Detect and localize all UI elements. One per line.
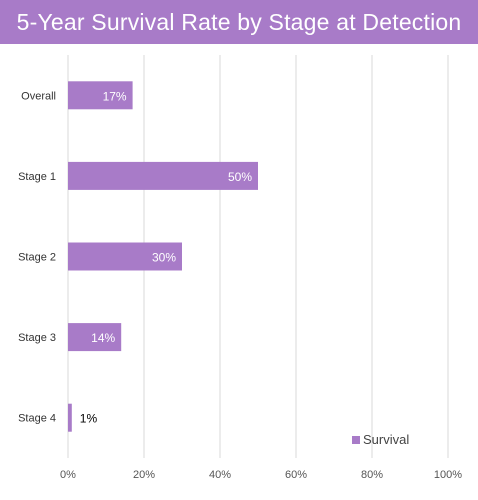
x-tick-label: 0% bbox=[60, 469, 76, 481]
category-label: Overall bbox=[21, 90, 56, 102]
data-label: 50% bbox=[228, 170, 252, 184]
x-tick-label: 40% bbox=[209, 469, 231, 481]
category-label: Stage 1 bbox=[18, 171, 56, 183]
bar bbox=[68, 323, 122, 352]
bar bbox=[68, 242, 182, 271]
category-label: Stage 4 bbox=[18, 413, 56, 425]
data-label: 1% bbox=[80, 412, 98, 426]
data-label: 30% bbox=[152, 251, 176, 265]
legend-label: Survival bbox=[363, 432, 409, 447]
bar bbox=[68, 81, 133, 110]
category-label: Stage 2 bbox=[18, 252, 56, 264]
data-label: 17% bbox=[103, 89, 127, 103]
chart-title: 5-Year Survival Rate by Stage at Detecti… bbox=[0, 0, 478, 44]
bar bbox=[68, 161, 258, 190]
legend-swatch bbox=[352, 436, 360, 444]
x-tick-label: 60% bbox=[285, 469, 307, 481]
x-tick-label: 20% bbox=[133, 469, 155, 481]
x-tick-label: 100% bbox=[434, 469, 462, 481]
x-tick-label: 80% bbox=[361, 469, 383, 481]
data-label: 14% bbox=[91, 331, 115, 345]
bar bbox=[68, 403, 72, 432]
category-label: Stage 3 bbox=[18, 332, 56, 344]
